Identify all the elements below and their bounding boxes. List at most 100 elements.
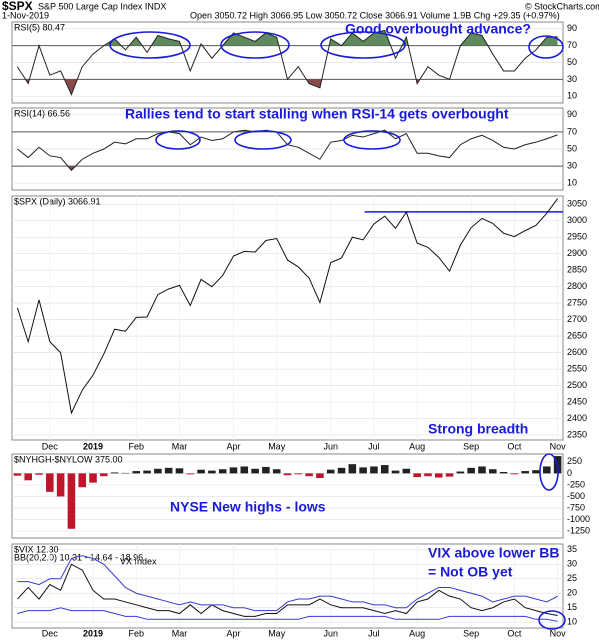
bar [510, 473, 519, 475]
bar [143, 470, 151, 474]
y-tick-label: -500 [567, 491, 585, 501]
x-tick-label: Sep [463, 441, 479, 451]
bar [100, 473, 108, 477]
bar [197, 469, 205, 474]
x-tick-label: Apr [226, 441, 240, 451]
x-tick-label: Mar [172, 628, 188, 638]
annotation-ellipse [320, 31, 406, 59]
y-tick-label: 30 [567, 74, 577, 84]
y-tick-label: 2400 [567, 413, 587, 423]
annotation-ellipse [528, 35, 564, 59]
bar [78, 473, 87, 488]
y-tick-label: 25 [567, 573, 577, 583]
series-line [17, 563, 558, 617]
series-line [16, 29, 558, 96]
bar [272, 469, 281, 474]
bar [89, 473, 97, 483]
bar [413, 473, 421, 478]
bar [24, 473, 32, 481]
y-tick-label: 2450 [567, 396, 587, 406]
bar [251, 468, 259, 474]
symbol: $SPX [2, 0, 33, 13]
quote: Open 3050.72 High 3066.95 Low 3050.72 Cl… [190, 10, 560, 20]
bar [445, 473, 454, 477]
x-tick-label: Jul [368, 628, 380, 638]
panel-label: VX Index [120, 556, 157, 566]
y-tick-label: 10 [567, 91, 577, 101]
bar [67, 473, 76, 529]
y-tick-label: 90 [567, 109, 577, 119]
y-tick-label: 2900 [567, 248, 587, 258]
x-tick-label: May [268, 628, 286, 638]
bar [294, 473, 303, 475]
bar [326, 469, 335, 474]
annotation-ellipse [220, 31, 290, 59]
annotation-ellipse [155, 130, 201, 150]
y-tick-label: 30 [567, 160, 577, 170]
bar [370, 466, 378, 474]
index-name: S&P 500 Large Cap Index INDX [38, 1, 166, 11]
bar [434, 473, 443, 478]
bar [359, 467, 367, 474]
bar [132, 471, 141, 474]
y-tick-label: 35 [567, 544, 577, 554]
y-tick-label: 2500 [567, 380, 587, 390]
bar [218, 469, 227, 474]
y-tick-label: -750 [567, 502, 585, 512]
annotation-ellipse [234, 130, 292, 150]
series-line [17, 607, 558, 622]
bar [532, 470, 540, 474]
bar [316, 473, 324, 478]
series-line [17, 555, 558, 612]
y-tick-label: 50 [567, 143, 577, 153]
y-tick-label: 0 [567, 468, 572, 478]
x-tick-label: May [268, 441, 286, 451]
bar [56, 473, 65, 497]
bar [337, 467, 346, 474]
annotation-ellipse [343, 130, 401, 150]
series-line [16, 198, 558, 415]
bar [13, 473, 22, 476]
annotation: NYSE New highs - lows [170, 499, 326, 515]
bar [175, 468, 184, 474]
y-tick-label: 2950 [567, 232, 587, 242]
x-tick-label: Dec [42, 628, 59, 638]
y-tick-label: 2650 [567, 331, 587, 341]
panel-subtitle: BB(20,2.0) 10.31 - 14.64 - 18.96 [14, 552, 143, 562]
y-tick-label: 15 [567, 602, 577, 612]
panel-title: $NYHGH-$NYLOW 375.00 [14, 454, 123, 464]
bar [46, 473, 54, 492]
x-tick-label: Jun [323, 628, 338, 638]
annotation: VIX above lower BB [428, 545, 559, 561]
x-tick-label: Dec [42, 441, 59, 451]
y-tick-label: 10 [567, 617, 577, 627]
y-tick-label: 2550 [567, 363, 587, 373]
bar [35, 473, 43, 475]
panel-frame [11, 195, 564, 441]
x-tick-label: Jul [368, 441, 380, 451]
panel-frame [11, 453, 564, 539]
date: 1-Nov-2019 [2, 10, 49, 20]
y-tick-label: 2350 [567, 429, 587, 439]
annotation: Good overbought advance? [345, 21, 531, 37]
bar [380, 465, 389, 474]
x-tick-label: Mar [172, 441, 188, 451]
bar [186, 473, 195, 475]
annotation: Rallies tend to start stalling when RSI-… [125, 106, 509, 122]
bar [478, 466, 486, 474]
bar [229, 467, 238, 474]
y-tick-label: 2600 [567, 347, 587, 357]
annotation: = Not OB yet [428, 564, 513, 580]
bar [305, 473, 313, 477]
bar [110, 472, 119, 474]
bar [456, 471, 465, 474]
bar [521, 471, 529, 474]
y-tick-label: 10 [567, 178, 577, 188]
x-tick-label: Sep [463, 628, 479, 638]
y-tick-label: 2700 [567, 314, 587, 324]
bar [154, 468, 162, 474]
bar [208, 470, 216, 474]
x-tick-label: Aug [409, 628, 425, 638]
credit: © StockCharts.com [525, 1, 599, 11]
